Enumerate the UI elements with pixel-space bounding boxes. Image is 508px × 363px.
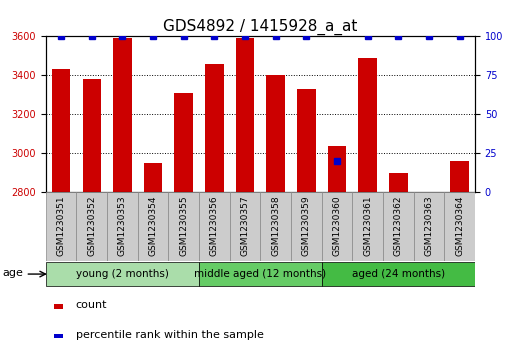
Bar: [205, 64, 224, 192]
Bar: [328, 146, 346, 192]
Text: GSM1230352: GSM1230352: [87, 196, 96, 256]
FancyBboxPatch shape: [199, 192, 230, 261]
Text: GSM1230351: GSM1230351: [56, 196, 66, 257]
Text: GSM1230358: GSM1230358: [271, 196, 280, 257]
Text: GSM1230360: GSM1230360: [333, 196, 341, 257]
Text: aged (24 months): aged (24 months): [352, 269, 445, 279]
Bar: [144, 163, 162, 192]
FancyBboxPatch shape: [260, 192, 291, 261]
Bar: [54, 304, 64, 309]
FancyBboxPatch shape: [383, 192, 414, 261]
FancyBboxPatch shape: [46, 192, 76, 261]
Bar: [297, 89, 315, 192]
Title: GDS4892 / 1415928_a_at: GDS4892 / 1415928_a_at: [163, 19, 358, 35]
Text: percentile rank within the sample: percentile rank within the sample: [76, 330, 264, 340]
Text: count: count: [76, 300, 107, 310]
FancyBboxPatch shape: [230, 192, 260, 261]
Text: age: age: [2, 268, 23, 278]
Bar: [359, 58, 377, 192]
Text: GSM1230355: GSM1230355: [179, 196, 188, 257]
FancyBboxPatch shape: [107, 192, 138, 261]
Text: GSM1230359: GSM1230359: [302, 196, 311, 257]
Text: young (2 months): young (2 months): [76, 269, 169, 279]
Text: GSM1230357: GSM1230357: [240, 196, 249, 257]
Bar: [389, 173, 407, 192]
Bar: [52, 69, 70, 192]
FancyBboxPatch shape: [291, 192, 322, 261]
FancyBboxPatch shape: [168, 192, 199, 261]
FancyBboxPatch shape: [138, 192, 168, 261]
Text: GSM1230353: GSM1230353: [118, 196, 127, 257]
Bar: [236, 38, 254, 192]
Text: GSM1230362: GSM1230362: [394, 196, 403, 256]
FancyBboxPatch shape: [414, 192, 444, 261]
FancyBboxPatch shape: [322, 192, 353, 261]
Text: GSM1230363: GSM1230363: [425, 196, 433, 257]
Bar: [175, 93, 193, 192]
FancyBboxPatch shape: [76, 192, 107, 261]
Text: GSM1230354: GSM1230354: [148, 196, 157, 256]
Bar: [267, 75, 285, 192]
FancyBboxPatch shape: [322, 262, 475, 286]
Bar: [82, 79, 101, 192]
Bar: [451, 161, 469, 192]
Text: GSM1230356: GSM1230356: [210, 196, 219, 257]
Bar: [113, 38, 132, 192]
Text: GSM1230361: GSM1230361: [363, 196, 372, 257]
FancyBboxPatch shape: [199, 262, 322, 286]
FancyBboxPatch shape: [444, 192, 475, 261]
FancyBboxPatch shape: [46, 262, 199, 286]
Text: middle aged (12 months): middle aged (12 months): [194, 269, 327, 279]
FancyBboxPatch shape: [353, 192, 383, 261]
Bar: [54, 334, 64, 338]
Text: GSM1230364: GSM1230364: [455, 196, 464, 256]
